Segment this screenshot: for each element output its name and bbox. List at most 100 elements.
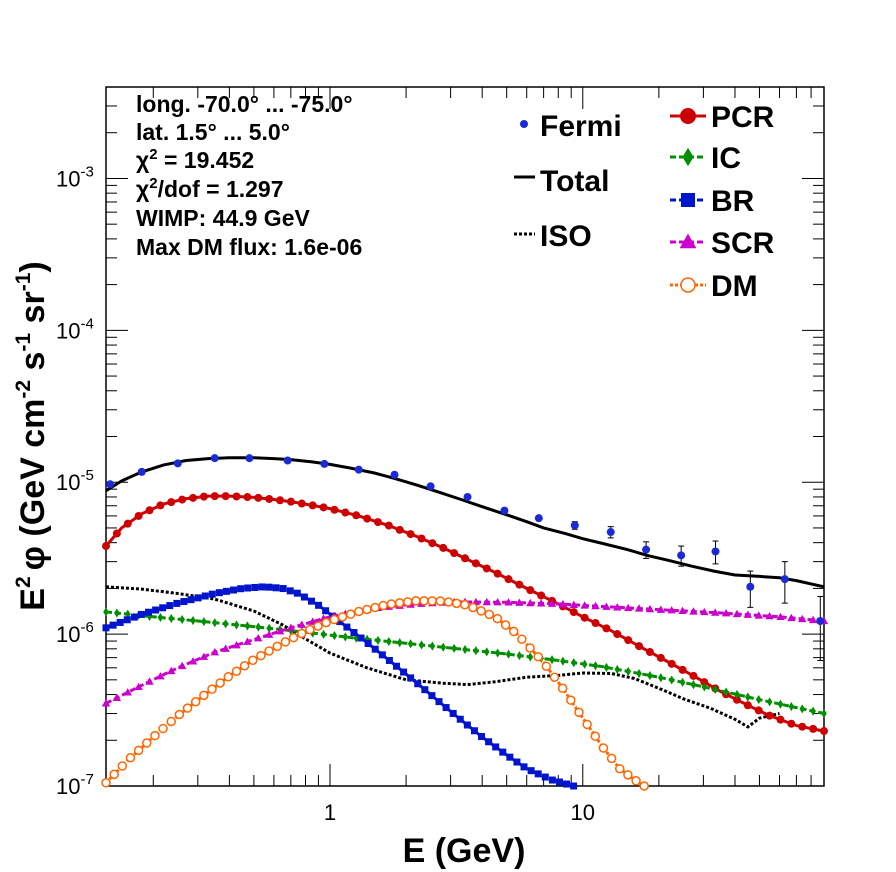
data-point (378, 600, 389, 611)
series-markers-br (102, 583, 578, 790)
data-point (286, 587, 294, 595)
data-point (251, 583, 259, 591)
y-tick-exponent: -7 (80, 771, 93, 788)
data-point (275, 627, 285, 635)
data-point (187, 596, 195, 604)
data-point (574, 707, 584, 718)
data-point (400, 668, 408, 676)
data-point (613, 603, 622, 611)
data-point (560, 656, 566, 666)
data-point (451, 598, 462, 609)
data-point (256, 650, 266, 661)
data-point (541, 773, 549, 781)
data-point (483, 647, 490, 657)
data-point (313, 621, 323, 631)
data-point (329, 614, 340, 625)
data-point (133, 745, 144, 756)
data-point (678, 665, 687, 674)
data-point (537, 591, 546, 600)
fermi-point (283, 456, 292, 465)
y-tick-label: 10-6 (56, 619, 94, 647)
data-point (319, 503, 328, 512)
data-point (743, 610, 753, 618)
data-point (210, 647, 219, 656)
series-line-iso (105, 585, 780, 729)
x-axis-title: E (GeV) (403, 832, 526, 870)
data-point (352, 511, 361, 520)
legend-item-br: BR (670, 185, 755, 218)
data-point (766, 697, 773, 707)
data-point (776, 715, 785, 724)
data-point (330, 505, 339, 514)
data-point (342, 632, 349, 642)
fermi-point (245, 454, 254, 463)
data-point (194, 594, 202, 602)
data-point (555, 778, 563, 786)
data-point (112, 529, 121, 538)
data-point (248, 655, 258, 666)
data-point (517, 634, 527, 644)
info-chi2-value: = 19.452 (158, 147, 255, 173)
data-point (427, 596, 437, 606)
data-point (336, 618, 344, 626)
fermi-point (320, 459, 329, 468)
data-point (293, 589, 301, 597)
legend-item-total: Total (514, 165, 609, 198)
data-point (428, 692, 436, 700)
legend-item-dm: DM (670, 270, 758, 303)
data-point (173, 599, 181, 607)
data-point (288, 632, 299, 643)
data-point (239, 661, 250, 671)
data-point (305, 624, 315, 635)
data-point (602, 624, 611, 633)
data-point (745, 692, 751, 702)
data-point (668, 675, 675, 685)
data-point (190, 615, 196, 626)
legend-label: DM (711, 270, 758, 303)
data-point (580, 613, 589, 622)
data-point (386, 599, 397, 609)
info-latitude: lat. 1.5° ... 5.0° (136, 119, 290, 145)
data-point (157, 612, 164, 623)
data-point (145, 677, 154, 685)
data-point (286, 497, 295, 506)
data-point (182, 703, 193, 713)
data-point (525, 643, 535, 653)
data-point (208, 590, 216, 598)
legend-label: IC (711, 142, 741, 175)
data-point (232, 492, 241, 501)
data-point (787, 719, 796, 728)
data-point (711, 608, 720, 616)
data-point (167, 666, 176, 675)
data-point (776, 612, 785, 621)
data-point (647, 671, 653, 681)
data-point (315, 601, 323, 609)
legend-label: SCR (711, 227, 775, 260)
data-point (385, 657, 393, 665)
legend-marker (682, 147, 694, 167)
data-point (777, 699, 784, 709)
data-point (272, 584, 280, 592)
data-point (215, 678, 225, 688)
series-line-total (105, 456, 825, 589)
data-point (485, 738, 493, 746)
data-point (591, 601, 600, 610)
data-point (201, 617, 207, 627)
data-point (343, 623, 351, 631)
legend-marker (680, 277, 696, 293)
data-point (493, 569, 502, 578)
data-point (371, 645, 379, 653)
data-point (656, 653, 665, 662)
y-tick-label: 10-3 (56, 163, 94, 191)
data-point (515, 598, 524, 606)
legend-item-iso: ISO (514, 220, 592, 253)
series-markers-ic (103, 607, 827, 719)
data-point (117, 761, 128, 771)
data-point (266, 623, 272, 633)
data-point (158, 723, 168, 734)
fermi-point (606, 528, 615, 537)
data-point (478, 733, 486, 741)
data-point (810, 706, 816, 716)
data-point (364, 640, 372, 648)
data-point (471, 559, 480, 568)
